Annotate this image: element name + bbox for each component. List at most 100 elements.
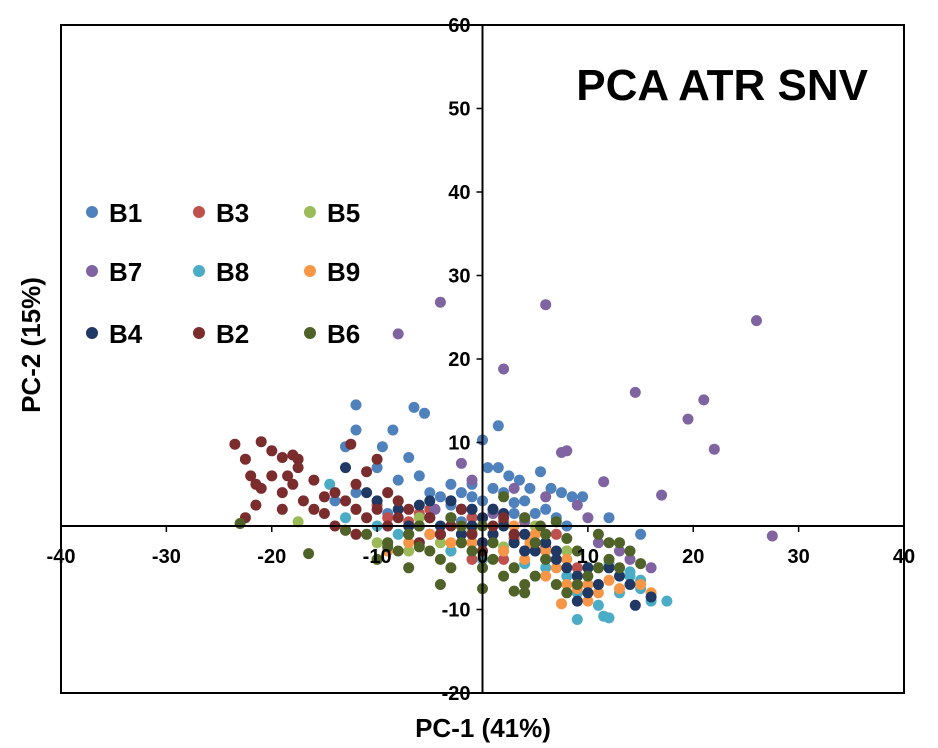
point-b9-6 bbox=[498, 545, 510, 557]
point-b1-27 bbox=[577, 491, 589, 503]
point-b1-49 bbox=[508, 497, 520, 509]
point-b1-45 bbox=[519, 495, 531, 507]
point-b1-12 bbox=[434, 491, 446, 503]
point-b6-10 bbox=[445, 562, 457, 574]
point-b1-46 bbox=[540, 503, 552, 515]
point-b4-1 bbox=[361, 487, 373, 499]
point-b9-9 bbox=[529, 528, 541, 540]
point-b7-0 bbox=[392, 328, 404, 340]
point-b5-0 bbox=[292, 516, 304, 528]
point-b4-15 bbox=[529, 545, 541, 557]
y-tick-label-7: 50 bbox=[448, 99, 470, 121]
point-b2-41 bbox=[403, 503, 415, 515]
y-tick-label-8: 60 bbox=[448, 15, 470, 37]
point-b9-28 bbox=[540, 570, 552, 582]
legend-label-b9: B9 bbox=[327, 257, 360, 287]
point-b2-14 bbox=[371, 503, 383, 515]
point-b2-3 bbox=[266, 445, 278, 457]
legend-label-b4: B4 bbox=[109, 319, 143, 349]
point-b3-23 bbox=[498, 553, 510, 565]
point-b6-46 bbox=[603, 537, 615, 549]
point-b1-3 bbox=[408, 401, 420, 413]
point-b6-3 bbox=[361, 528, 373, 540]
point-b1-10 bbox=[413, 470, 425, 482]
point-b8-26 bbox=[624, 566, 636, 578]
point-b2-12 bbox=[350, 503, 362, 515]
point-b8-10 bbox=[561, 570, 573, 582]
point-b6-36 bbox=[561, 533, 573, 544]
legend-marker-b4 bbox=[86, 327, 98, 339]
point-b7-26 bbox=[645, 562, 657, 574]
point-b8-19 bbox=[661, 595, 673, 607]
point-b7-9 bbox=[656, 489, 668, 501]
point-b6-0 bbox=[234, 518, 246, 529]
point-b7-10 bbox=[598, 476, 610, 488]
point-b1-0 bbox=[350, 399, 362, 411]
point-b4-38 bbox=[519, 545, 531, 557]
point-b1-18 bbox=[482, 462, 494, 474]
point-b1-4 bbox=[419, 407, 430, 419]
x-tick-label-1: -30 bbox=[152, 546, 181, 568]
point-b6-11 bbox=[455, 537, 467, 549]
point-b2-49 bbox=[498, 512, 510, 524]
point-b1-8 bbox=[371, 462, 383, 474]
legend-marker-b5 bbox=[304, 206, 316, 218]
y-tick-label-0: -20 bbox=[442, 683, 471, 705]
point-b9-15 bbox=[592, 587, 604, 599]
point-b4-13 bbox=[508, 537, 520, 549]
point-b6-8 bbox=[424, 545, 436, 557]
legend-label-b6: B6 bbox=[327, 319, 360, 349]
point-b8-3 bbox=[392, 528, 404, 540]
point-b6-15 bbox=[498, 570, 510, 582]
x-tick-label-5: 10 bbox=[577, 546, 599, 568]
point-b6-17 bbox=[519, 579, 531, 590]
point-b1-5 bbox=[403, 452, 415, 463]
point-b6-16 bbox=[508, 562, 520, 574]
point-b4-2 bbox=[371, 495, 383, 507]
legend-marker-b9 bbox=[304, 265, 316, 277]
point-b4-26 bbox=[645, 591, 657, 603]
point-b8-1 bbox=[340, 512, 351, 524]
point-b9-1 bbox=[403, 537, 415, 549]
point-b3-14 bbox=[550, 528, 562, 540]
point-b5-15 bbox=[403, 545, 415, 557]
point-b4-25 bbox=[629, 599, 641, 611]
point-b6-29 bbox=[434, 579, 446, 590]
point-b7-17 bbox=[614, 545, 625, 557]
x-tick-label-2: -20 bbox=[257, 546, 286, 568]
y-tick-label-1: -10 bbox=[442, 600, 471, 622]
chart-title: PCA ATR SNV bbox=[576, 61, 868, 110]
point-b4-32 bbox=[487, 503, 499, 515]
point-b6-5 bbox=[392, 545, 404, 557]
point-b6-9 bbox=[434, 553, 446, 565]
point-b5-6 bbox=[434, 537, 446, 549]
point-b9-12 bbox=[561, 553, 573, 565]
point-b7-23 bbox=[571, 499, 583, 511]
point-b9-8 bbox=[519, 553, 531, 565]
legend-marker-b7 bbox=[86, 265, 98, 277]
point-b1-21 bbox=[513, 474, 525, 486]
point-b2-24 bbox=[287, 478, 299, 490]
point-b4-30 bbox=[445, 495, 457, 507]
point-b9-16 bbox=[603, 574, 615, 586]
point-b7-18 bbox=[582, 512, 594, 524]
point-b6-24 bbox=[592, 562, 604, 574]
point-b6-33 bbox=[529, 537, 541, 549]
point-b3-17 bbox=[466, 553, 478, 565]
point-b9-10 bbox=[540, 545, 552, 557]
y-tick-label-5: 30 bbox=[448, 266, 470, 288]
point-b2-38 bbox=[350, 478, 362, 490]
point-b2-1 bbox=[239, 453, 251, 465]
point-b1-14 bbox=[455, 487, 467, 499]
point-b4-24 bbox=[624, 579, 636, 590]
point-b4-19 bbox=[571, 570, 583, 582]
legend: B1 B3 B5 B7 B8 B9 B4 B2 B6 bbox=[86, 198, 360, 349]
point-b2-11 bbox=[340, 495, 351, 507]
point-b6-51 bbox=[403, 562, 415, 574]
point-b1-25 bbox=[556, 487, 567, 499]
point-b1-32 bbox=[529, 508, 541, 519]
legend-label-b7: B7 bbox=[109, 257, 142, 287]
point-b6-26 bbox=[614, 562, 625, 574]
point-b6-27 bbox=[624, 545, 636, 557]
